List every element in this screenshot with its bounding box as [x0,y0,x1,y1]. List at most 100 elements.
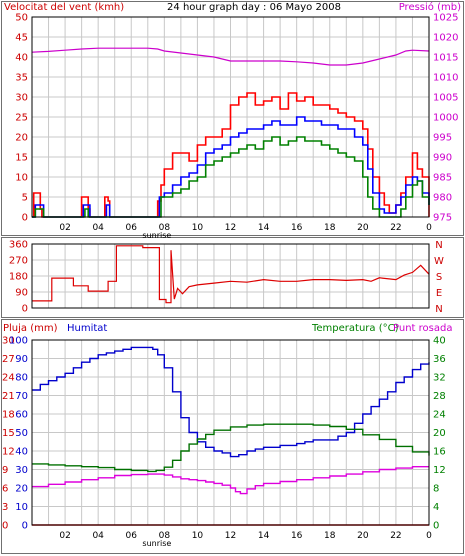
rain-y-tick-label: 18 [2,410,15,421]
climate-x-tick-label: 14 [258,531,270,541]
wind-x-tick-label: 08 [159,223,171,233]
series-line-wind_avg [32,136,430,218]
humidity-y-tick-label: 30 [15,465,28,476]
wind-x-tick-label: 22 [390,223,401,233]
wind-y-tick-label: 25 [15,113,28,124]
wind-x-tick-label: 20 [357,223,369,233]
direction-plot-frame [31,243,430,309]
wind-y-tick-label: 40 [15,53,28,64]
wind-y-tick-label: 0 [22,213,28,224]
humidity-y-tick-label: 20 [15,484,28,495]
temperature-y-tick-label: 40 [433,336,446,347]
pressure-y-tick-label: 1005 [433,93,458,104]
rain-y-tick-label: 0 [2,521,8,532]
rain-y-tick-label: 30 [2,336,15,347]
cardinal-label: N [435,240,442,251]
temperature-y-tick-label: 20 [433,428,446,439]
rain-y-tick-label: 27 [2,354,15,365]
climate-x-tick-label: 12 [225,531,236,541]
wind-plot-frame [31,16,430,218]
humidity-y-tick-label: 90 [15,354,28,365]
series-line-temperature [32,423,430,473]
cardinal-label: N [435,304,442,315]
temperature-axis-label: Temperatura (°C) [311,323,399,334]
temperature-y-tick-label: 28 [433,391,446,402]
direction-y-tick-label: 270 [9,256,28,267]
pressure-y-tick-label: 1025 [433,13,458,24]
rain-y-tick-label: 21 [2,391,15,402]
wind-y-tick-label: 5 [22,193,28,204]
climate-panel-border [1,319,464,554]
climate-x-tick-label: 06 [126,531,138,541]
wind-x-tick-label: 04 [92,223,104,233]
humidity-y-tick-label: 80 [15,373,28,384]
rain-y-tick-label: 12 [2,447,15,458]
wind-y-tick-label: 35 [15,73,28,84]
direction-y-tick-label: 90 [15,288,28,299]
wind-y-tick-label: 20 [15,133,28,144]
temperature-y-tick-label: 4 [433,502,439,513]
climate-x-tick-label: 04 [92,531,104,541]
wind-y-tick-label: 45 [15,33,28,44]
series-line-direction [32,245,430,304]
humidity-y-tick-label: 60 [15,410,28,421]
pressure-y-tick-label: 1020 [433,33,458,44]
rain-y-tick-label: 6 [2,484,8,495]
wind-sunrise-label: sunrise [142,231,171,240]
series-line-humidity [32,346,430,458]
humidity-y-tick-label: 0 [22,521,28,532]
wind-x-tick-label: 14 [258,223,270,233]
humidity-y-tick-label: 70 [15,391,28,402]
temperature-y-tick-label: 0 [433,521,439,532]
direction-series [32,245,430,304]
humidity-y-tick-label: 100 [9,336,28,347]
series-line-pressure [31,47,430,66]
climate-x-tick-label: 02 [59,531,70,541]
direction-y-tick-label: 360 [9,240,28,251]
pressure-axis-label: Pressió (mb) [399,1,461,13]
temperature-y-tick-label: 24 [433,410,446,421]
wind-y-tick-label: 50 [15,13,28,24]
temperature-y-tick-label: 32 [433,373,446,384]
series-line-wind_max [32,116,430,218]
pressure-y-tick-label: 975 [433,213,452,224]
temperature-y-tick-label: 16 [433,447,446,458]
cardinal-label: S [436,272,442,283]
direction-y-tick-label: 180 [9,272,28,283]
wind-axes: 0510152025303540455097598098599099510001… [15,13,458,241]
climate-x-tick-label: 18 [324,531,336,541]
chart-title: 24 hour graph day : 06 Mayo 2008 [167,2,341,13]
climate-x-tick-label: 20 [357,531,369,541]
pressure-y-tick-label: 995 [433,133,452,144]
humidity-y-tick-label: 40 [15,447,28,458]
wind-y-tick-label: 10 [15,173,28,184]
direction-grid [32,243,429,309]
direction-y-tick-label: 0 [22,304,28,315]
pressure-y-tick-label: 980 [433,193,452,204]
wind-x-tick-label: 18 [324,223,336,233]
climate-sunrise-label: sunrise [142,539,171,548]
direction-panel-border [1,237,464,318]
humidity-y-tick-label: 10 [15,502,28,513]
wind-speed-axis-label: Velocitat del vent (kmh) [4,2,124,13]
temperature-y-tick-label: 12 [433,465,446,476]
climate-x-tick-label: 0 [426,531,432,541]
climate-plot-frame [31,339,430,526]
dewpoint-axis-label: Punt rosada [393,323,452,334]
temperature-y-tick-label: 36 [433,354,446,365]
cardinal-label: E [436,288,442,299]
wind-x-tick-label: 10 [192,223,204,233]
rain-y-tick-label: 9 [2,465,8,476]
humidity-axis-label: Humitat [67,323,107,334]
wind-x-tick-label: 0 [426,223,432,233]
climate-x-tick-label: 16 [291,531,303,541]
climate-x-tick-label: 10 [192,531,204,541]
climate-x-tick-label: 08 [159,531,171,541]
wind-panel-border [1,1,464,236]
wind-y-tick-label: 30 [15,93,28,104]
rain-y-tick-label: 24 [2,373,15,384]
wind-x-tick-label: 12 [225,223,236,233]
rain-axis-label: Pluja (mm) [3,323,58,334]
